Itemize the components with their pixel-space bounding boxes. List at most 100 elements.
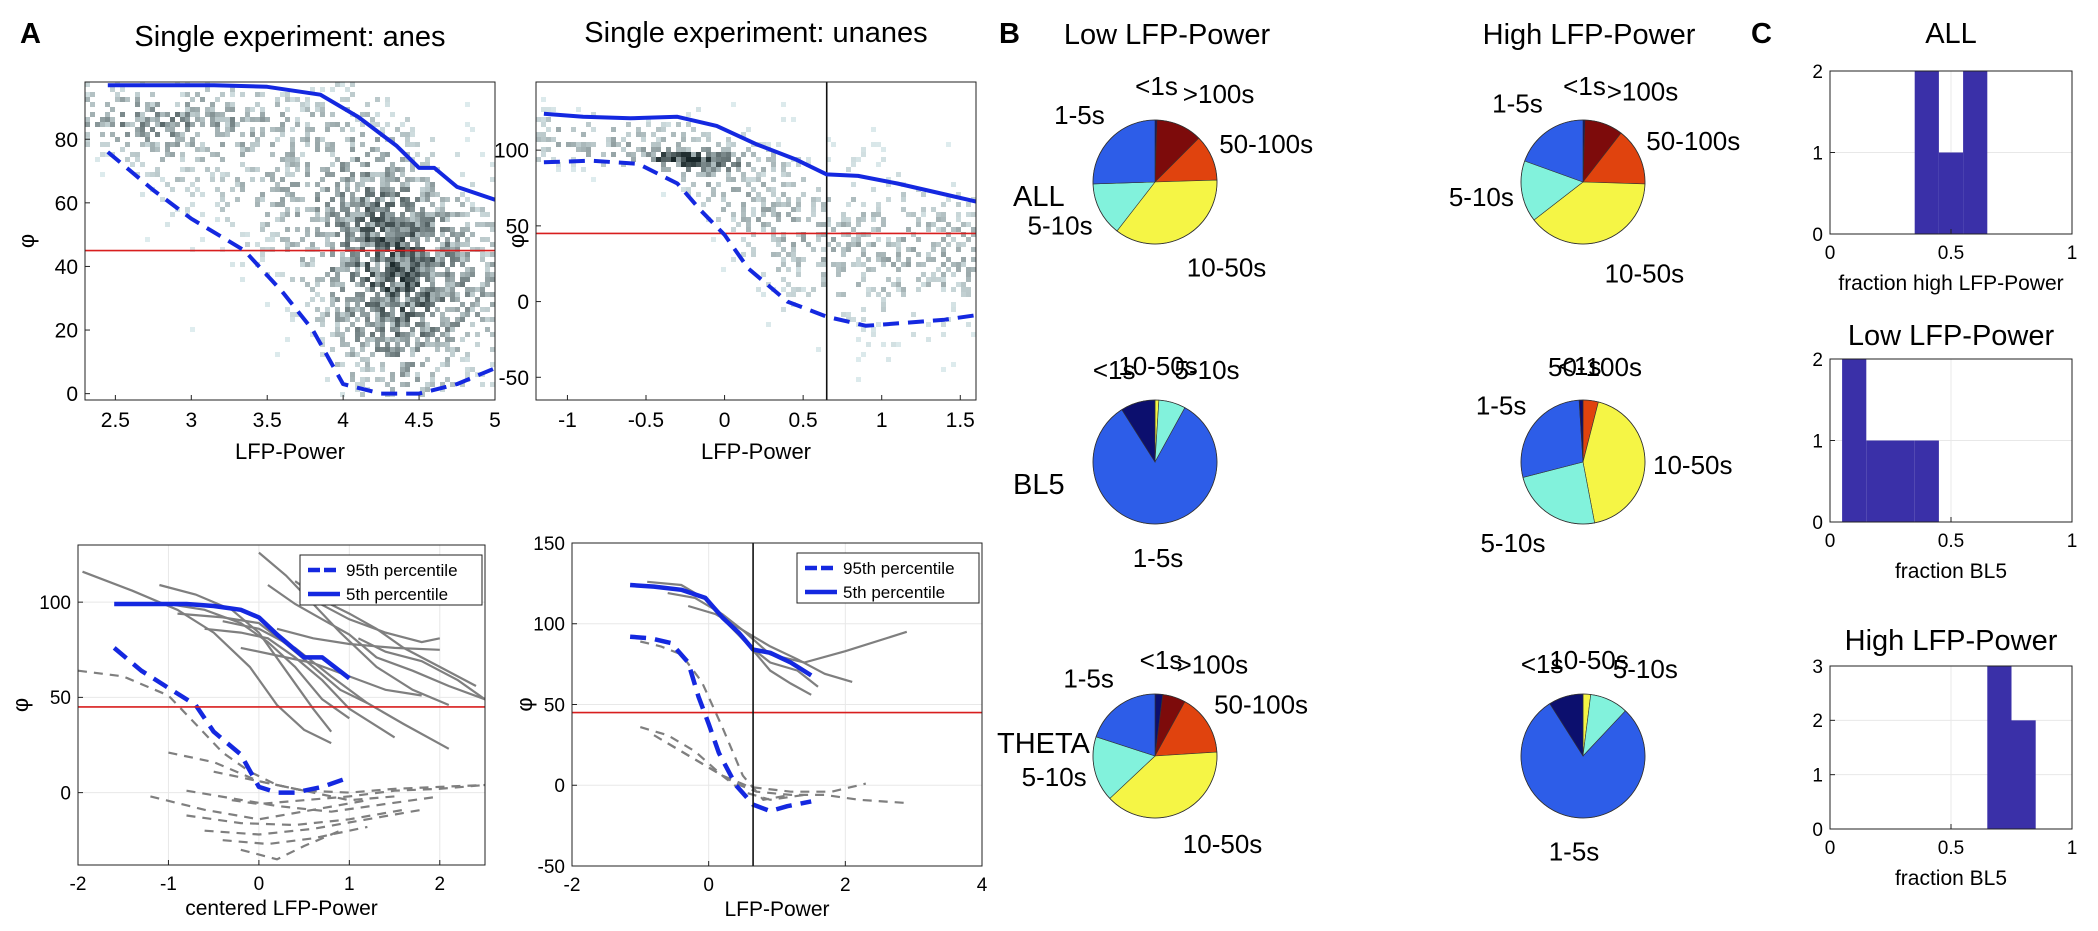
density-cell (375, 252, 380, 257)
density-cell (290, 152, 295, 157)
density-cell (350, 172, 355, 177)
density-cell (360, 297, 365, 302)
density-cell (721, 157, 726, 162)
density-cell (541, 107, 546, 112)
density-cell (225, 107, 230, 112)
density-cell (345, 137, 350, 142)
density-cell (776, 197, 781, 202)
density-cell (706, 147, 711, 152)
density-cell (781, 172, 786, 177)
pie-slice-label: <1s (1563, 71, 1606, 101)
density-cell (355, 187, 360, 192)
density-cell (170, 132, 175, 137)
density-cell (696, 172, 701, 177)
density-cell (430, 327, 435, 332)
density-cell (315, 217, 320, 222)
density-cell (896, 342, 901, 347)
density-cell (375, 272, 380, 277)
density-cell (460, 227, 465, 232)
density-cell (861, 262, 866, 267)
density-cell (490, 177, 495, 182)
density-cell (345, 267, 350, 272)
density-cell (165, 147, 170, 152)
density-cell (756, 177, 761, 182)
density-cell (325, 147, 330, 152)
density-cell (536, 132, 541, 137)
density-cell (375, 377, 380, 382)
density-cell (210, 117, 215, 122)
density-cell (390, 272, 395, 277)
density-cell (230, 102, 235, 107)
density-cell (440, 317, 445, 322)
density-cell (536, 117, 541, 122)
density-cell (445, 282, 450, 287)
density-cell (450, 232, 455, 237)
density-cell (165, 127, 170, 132)
density-cell (936, 242, 941, 247)
density-cell (611, 137, 616, 142)
density-cell (420, 207, 425, 212)
x-axis-label: LFP-Power (701, 439, 811, 464)
density-cell (465, 332, 470, 337)
density-cell (330, 197, 335, 202)
density-cell (390, 257, 395, 262)
density-cell (330, 252, 335, 257)
density-cell (576, 147, 581, 152)
density-cell (170, 117, 175, 122)
density-cell (405, 342, 410, 347)
density-cell (295, 197, 300, 202)
pie-slice-label: 5-10s (1449, 182, 1514, 212)
density-cell (430, 302, 435, 307)
density-cell (390, 307, 395, 312)
density-cell (320, 112, 325, 117)
density-cell (290, 317, 295, 322)
density-cell (731, 177, 736, 182)
density-cell (586, 152, 591, 157)
density-cell (465, 257, 470, 262)
density-cell (440, 207, 445, 212)
density-cell (581, 167, 586, 172)
density-cell (395, 297, 400, 302)
density-cell (375, 202, 380, 207)
density-cell (480, 292, 485, 297)
density-cell (876, 322, 881, 327)
density-cell (891, 342, 896, 347)
density-cell (841, 267, 846, 272)
density-cell (210, 177, 215, 182)
density-cell (546, 127, 551, 132)
density-cell (295, 97, 300, 102)
density-cell (425, 157, 430, 162)
density-cell (375, 222, 380, 227)
density-cell (180, 112, 185, 117)
pie-slice-label: >100s (1183, 79, 1255, 109)
density-cell (225, 172, 230, 177)
density-cell (851, 242, 856, 247)
density-cell (796, 197, 801, 202)
density-cell (701, 132, 706, 137)
density-cell (801, 237, 806, 242)
density-cell (370, 257, 375, 262)
density-cell (350, 237, 355, 242)
density-cell (445, 237, 450, 242)
density-cell (771, 237, 776, 242)
density-cell (741, 172, 746, 177)
density-cell (110, 122, 115, 127)
density-cell (871, 332, 876, 337)
density-cell (285, 152, 290, 157)
density-cell (846, 222, 851, 227)
density-cell (856, 337, 861, 342)
density-cell (756, 192, 761, 197)
density-cell (345, 242, 350, 247)
density-cell (791, 117, 796, 122)
density-cell (165, 222, 170, 227)
density-cell (811, 212, 816, 217)
density-cell (821, 272, 826, 277)
density-cell (365, 317, 370, 322)
series-clip (543, 111, 976, 204)
y-tick-label: 60 (55, 192, 78, 215)
density-cell (385, 207, 390, 212)
density-cell (405, 177, 410, 182)
density-cell (270, 247, 275, 252)
density-cell (405, 227, 410, 232)
